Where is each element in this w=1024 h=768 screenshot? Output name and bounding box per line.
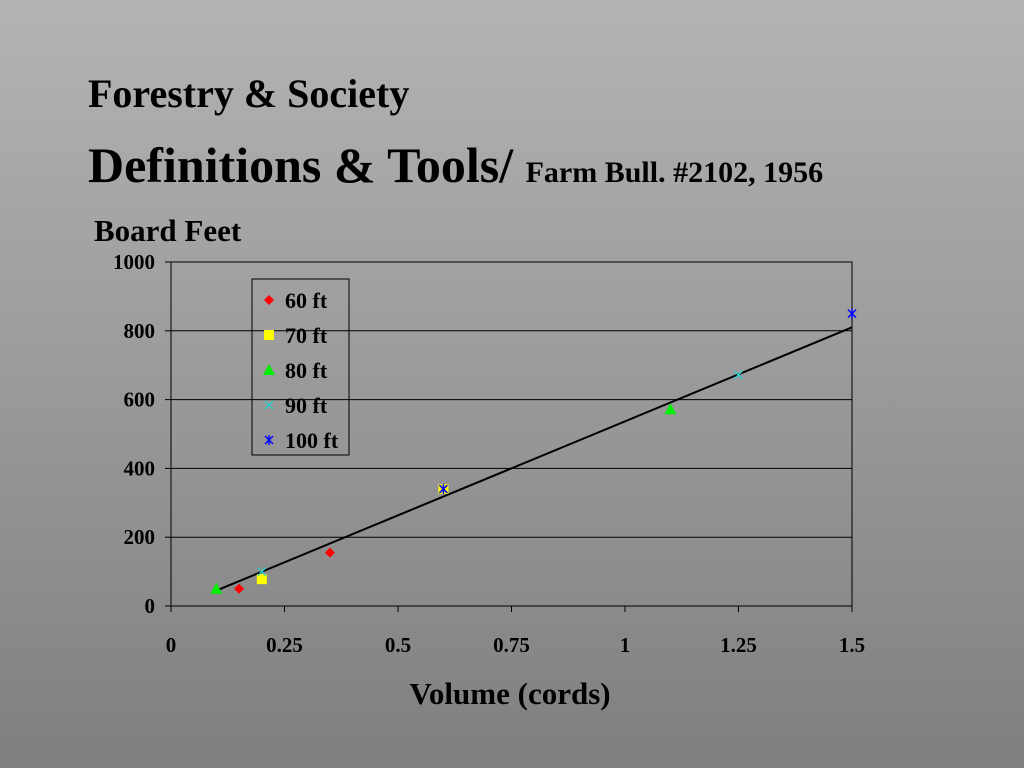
legend-marker: [264, 435, 274, 445]
slide-title-source: Farm Bull. #2102, 1956: [525, 156, 824, 189]
x-tick-label: 0.5: [385, 633, 411, 657]
plot-area-border: [170, 261, 853, 607]
data-point: [438, 484, 448, 495]
data-point: [256, 574, 267, 585]
data-point: [324, 547, 335, 558]
legend-entry: 80 ft: [285, 358, 328, 383]
legend-entry: 60 ft: [285, 288, 328, 313]
trendline: [216, 326, 853, 592]
legend-entry: 70 ft: [285, 323, 328, 348]
y-tick-label: 1000: [113, 250, 155, 274]
slide-title-main: Definitions & Tools/: [88, 137, 514, 193]
x-axis-label: Volume (cords): [409, 676, 611, 711]
y-tick-label: 400: [124, 456, 156, 480]
y-tick-label: 600: [124, 388, 156, 412]
x-tick-label: 1.25: [720, 633, 757, 657]
data-point: [234, 583, 245, 594]
data-point: [847, 308, 857, 319]
slide-title-line2: Definitions & Tools/ Farm Bull. #2102, 1…: [88, 140, 823, 190]
slide-title-line1: Forestry & Society: [88, 71, 410, 116]
legend-marker: [263, 364, 275, 375]
legend-marker: [264, 330, 274, 340]
axis-ticks: 0 200 400 600 800 1000 0 0.25 0.5 0.75 1 1.25 1.5: [113, 250, 865, 657]
x-tick-label: 1.5: [839, 633, 865, 657]
x-tick-label: 0.75: [493, 633, 530, 657]
data-point: [733, 370, 744, 380]
grid-lines: [171, 330, 852, 538]
legend-marker: [264, 295, 274, 305]
data-point: [210, 582, 223, 594]
legend: 60 ft 70 ft 80 ft 90 ft 100 ft: [251, 278, 350, 456]
x-tick-label: 0: [166, 633, 177, 657]
y-tick-label: 800: [124, 319, 156, 343]
y-tick-label: 0: [145, 594, 156, 618]
data-point: [664, 403, 677, 415]
y-axis-label: Board Feet: [94, 213, 242, 248]
legend-entry: 100 ft: [285, 428, 339, 453]
legend-marker: [264, 400, 274, 410]
trendline-layer: [216, 326, 853, 592]
x-tick-label: 1: [620, 633, 631, 657]
data-point: [257, 567, 267, 577]
x-tick-label: 0.25: [266, 633, 303, 657]
y-tick-label: 200: [124, 525, 156, 549]
legend-entry: 90 ft: [285, 393, 328, 418]
data-points: [210, 308, 857, 594]
legend-box: [251, 278, 350, 456]
